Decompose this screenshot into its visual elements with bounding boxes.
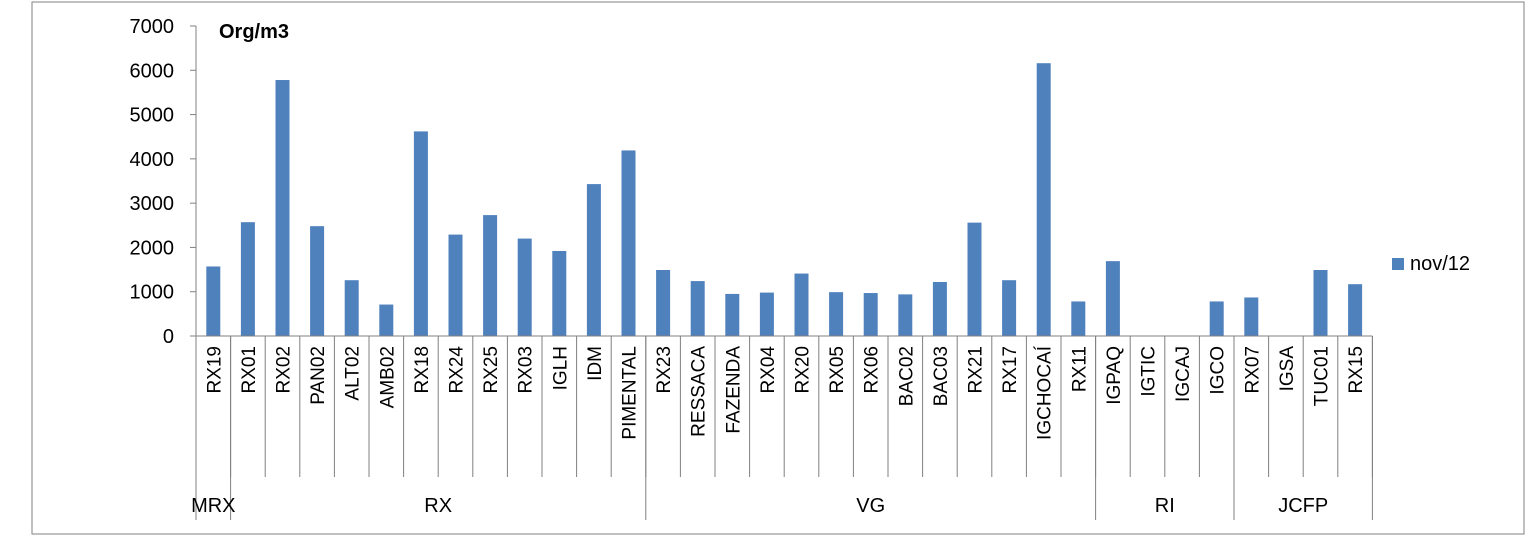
bar [413,131,428,336]
x-axis: RX19 RX01 RX02 PAN02 ALT02 AMB02 RX18 RX24 RX25 R… [195,335,1373,477]
x-tick-label: RX20 [793,346,814,394]
x-tick-label: IGCAJ [1173,346,1194,402]
x-tick-label: AMB02 [377,346,398,408]
group-label: MRX [191,495,235,517]
bar [1071,301,1086,336]
bar [656,270,671,336]
y-tick-label: 0 [163,326,174,348]
x-tick-label: RX07 [1242,346,1263,394]
x-tick-label: BAC02 [896,346,917,406]
bar [829,292,844,336]
bar [1244,297,1259,336]
chart-frame [31,1,1525,535]
group-label: RI [1155,495,1175,517]
x-tick-label: RX04 [758,346,779,394]
y-tick-label: 1000 [130,282,175,304]
y-tick-label: 6000 [130,60,175,82]
x-tick-label: RX02 [274,346,295,394]
x-tick-label: ALT02 [343,346,364,401]
bar [794,273,809,336]
x-tick-label: PAN02 [308,346,329,405]
legend-swatch [1392,258,1404,270]
x-tick-label: IGTIC [1139,346,1160,397]
bar [448,234,463,336]
bar [1002,280,1017,336]
bar [725,293,740,336]
bar [932,281,947,336]
x-tick-label: FAZENDA [723,346,744,434]
bar [863,293,878,336]
y-axis: 0 1000 2000 3000 4000 5000 6000 7000 [130,16,197,348]
x-tick-label: IGCO [1208,346,1229,395]
x-tick-label: RX25 [481,346,502,394]
legend: nov/12 [1392,253,1470,275]
bar [206,266,221,336]
y-tick-label: 5000 [130,105,175,127]
x-tick-label: IGPAQ [1104,346,1125,405]
x-tick-label: PIMENTAL [620,346,641,440]
bar [1209,301,1224,336]
category-groups: MRX RX VG RI JCFP [191,336,1373,520]
bar-series [206,63,1363,337]
bar [517,238,532,336]
bar [240,222,255,336]
bar [1036,63,1051,336]
bar [344,280,359,336]
bar [552,250,567,336]
x-tick-label: RX11 [1069,346,1090,392]
x-tick-label: BAC03 [931,346,952,406]
bar [759,292,774,336]
x-tick-label: RX23 [654,346,675,394]
group-label: VG [856,495,885,517]
y-tick-label: 3000 [130,193,175,215]
bar [275,80,290,337]
bar [483,215,498,336]
bar [310,226,325,336]
x-tick-label: RESSACA [689,346,710,437]
x-tick-label: IGLH [550,346,571,390]
bar [379,304,394,336]
bar [967,222,982,336]
x-tick-label: IDM [585,346,606,381]
y-tick-label: 7000 [130,16,175,38]
x-tick-label: TUC01 [1312,346,1333,406]
x-tick-label: RX03 [516,346,537,394]
x-tick-label: RX21 [966,346,987,394]
bar [1348,284,1363,336]
x-tick-label: RX15 [1346,346,1367,394]
bar [690,281,705,336]
x-tick-label: RX01 [239,346,260,394]
bar [621,150,636,336]
x-tick-label: RX17 [1000,346,1021,394]
x-tick-label: IGCHOCAÍ [1035,345,1056,440]
x-tick-label: RX19 [204,346,225,394]
bar [898,294,913,336]
y-axis-label: Org/m3 [219,21,289,43]
bar [1313,270,1328,336]
bar [586,184,601,336]
x-tick-label: IGSA [1277,346,1298,392]
group-label: RX [424,495,452,517]
x-tick-label: RX06 [862,346,883,394]
x-tick-label: RX18 [412,346,433,394]
group-label: JCFP [1278,495,1328,517]
bar [1105,261,1120,336]
y-tick-label: 4000 [130,149,175,171]
legend-label-nov-12: nov/12 [1410,253,1470,275]
x-tick-label: RX24 [447,346,468,394]
y-tick-label: 2000 [130,237,175,259]
x-tick-label: RX05 [827,346,848,394]
